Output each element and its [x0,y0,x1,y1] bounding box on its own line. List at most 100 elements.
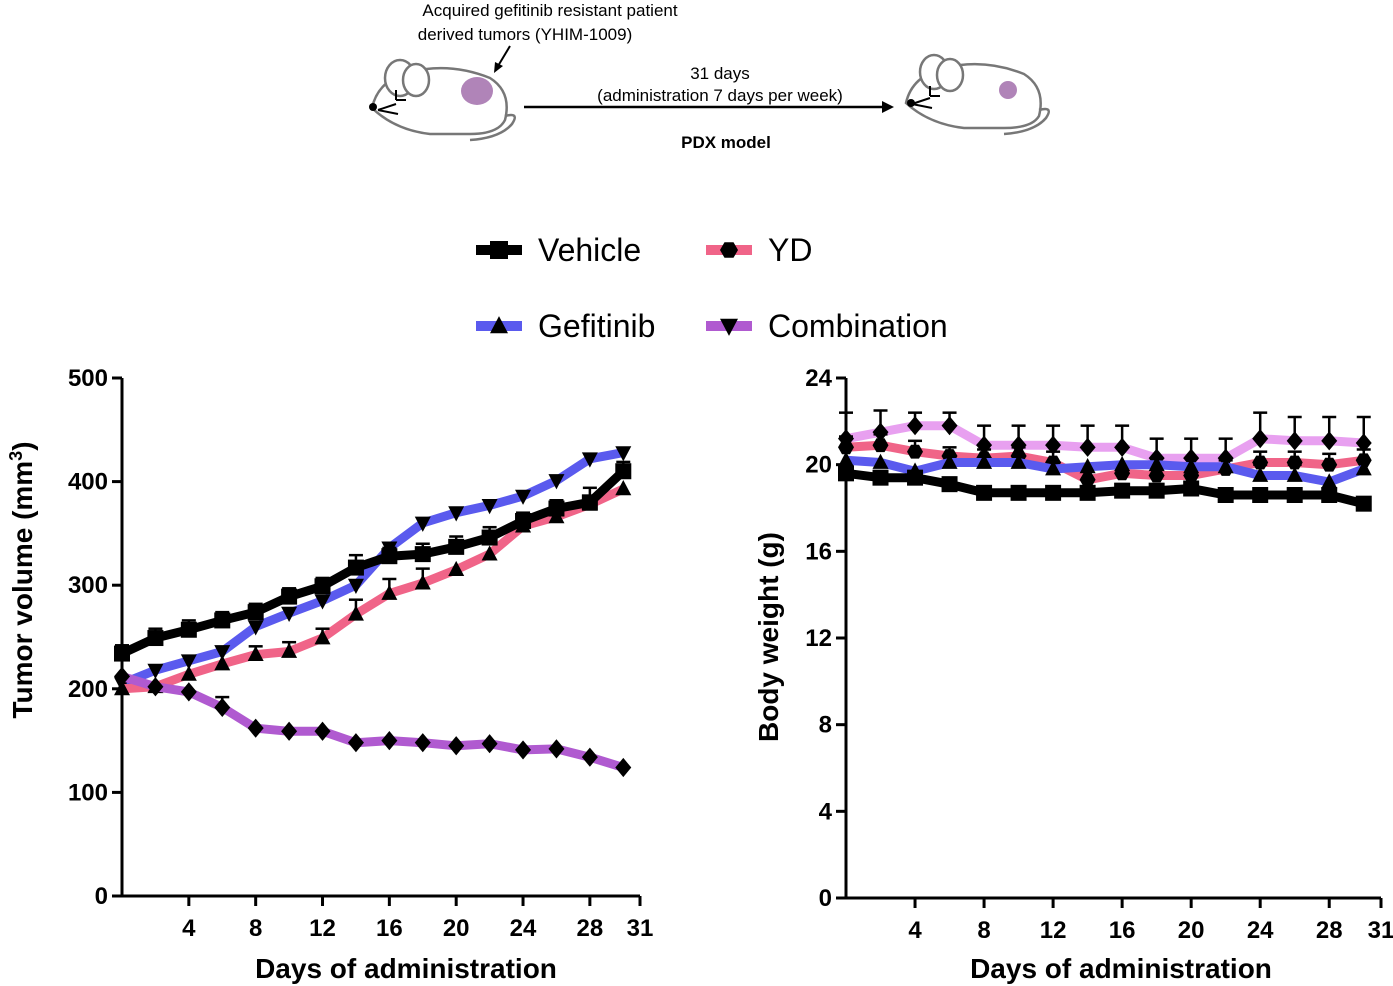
data-point [838,451,854,467]
data-point [314,721,331,741]
data-point [281,588,298,605]
chart2-xlabel: Days of administration [970,953,1272,984]
chart1-ylabel-close: ) [7,441,38,450]
data-point [1079,484,1096,501]
data-point [180,654,197,670]
chart2-xtick-label: 8 [977,917,990,944]
chart2-series-gefitinib [838,451,1372,489]
legend: Vehicle YD Gefitinib Combination [476,232,948,344]
data-point [481,499,498,515]
data-point [314,578,331,595]
data-point [1079,472,1096,487]
chart1-xtick-label: 4 [182,915,196,942]
data-point [114,666,130,686]
legend-item-vehicle: Vehicle [476,232,641,268]
data-point [1079,458,1096,474]
mouse-nose-right [907,99,915,107]
arrow-label-line1: 31 days [690,64,750,83]
chart2-ytick-label: 24 [805,365,832,392]
chart2-ytick-label: 12 [805,625,832,652]
mouse-icon-left [370,58,517,142]
chart1-xtick-label: 31 [627,915,654,942]
data-point [114,645,130,662]
data-point [1010,453,1027,469]
data-point [1286,487,1303,503]
chart1-series-vehicle [114,460,632,662]
data-point [1321,473,1338,489]
data-point [872,453,889,469]
data-point [615,446,632,462]
data-point [381,584,398,600]
legend-marker [490,241,508,259]
data-point [1148,455,1165,472]
mouse-nose-left [369,103,377,111]
data-point [180,665,197,681]
chart1-ytick-label: 0 [95,883,108,910]
data-point [615,757,632,778]
series-line [121,484,626,694]
legend-label: Combination [768,308,948,344]
data-point [1183,480,1200,497]
data-point [114,680,130,696]
legend-marker [720,318,738,336]
data-point [548,474,565,490]
data-point [1286,431,1303,451]
data-point [581,494,598,511]
chart2-ytick-label: 0 [819,885,832,912]
mouse-icon-right [904,53,1051,136]
chart1-series-gefitinib [114,446,632,693]
chart1-ytick-label: 100 [68,779,108,806]
chart2-ytick-label: 20 [805,452,832,479]
tumor-pointer-arrow [497,45,511,67]
data-point [548,500,565,517]
legend-marker [490,316,508,334]
data-point [214,612,231,629]
data-point [147,663,164,679]
chart1-xtick-label: 20 [443,915,470,942]
chart2-xtick-label: 4 [908,917,922,944]
data-point [1217,487,1234,503]
data-point [976,453,993,469]
chart2-series-combination [838,409,1372,468]
chart2-xtick-label: 20 [1178,917,1205,944]
data-point [907,469,924,486]
data-point [314,629,331,645]
data-point [1252,455,1269,470]
legend-marker [720,242,738,258]
chart1-xtick-label: 24 [510,915,537,942]
data-point [347,578,364,594]
data-point [976,435,993,455]
chart1-xtick-label: 28 [577,915,604,942]
series-line [120,672,625,772]
series-line [845,455,1366,487]
data-point [1045,484,1062,501]
data-point [1355,433,1372,453]
data-point [941,476,958,493]
chart1-ylabel-main: Tumor volume (mm [7,461,38,719]
chart2-xtick-label: 24 [1247,917,1274,944]
data-point [1148,482,1165,499]
chart2-ytick-label: 4 [819,798,833,825]
data-point [247,645,264,662]
data-point [381,731,398,751]
data-point [872,438,889,453]
data-point [515,740,532,760]
data-point [448,560,465,577]
chart2-xtick-label: 31 [1368,917,1393,944]
chart2-xtick-label: 28 [1316,917,1343,944]
legend-label: YD [768,232,812,268]
data-point [247,620,264,636]
data-point [281,606,298,622]
data-point [1252,466,1269,482]
chart1-ytick-label: 500 [68,365,108,392]
chart1-ylabel-sup: 3 [6,451,26,461]
data-point [581,747,598,767]
data-point [515,489,532,505]
data-point [838,465,854,482]
data-point [872,469,889,486]
data-point [448,736,465,756]
data-point [1183,458,1200,474]
data-point [941,416,958,436]
pdx-schematic: Acquired gefitinib resistant patient der… [369,1,1051,152]
data-point [941,453,958,469]
